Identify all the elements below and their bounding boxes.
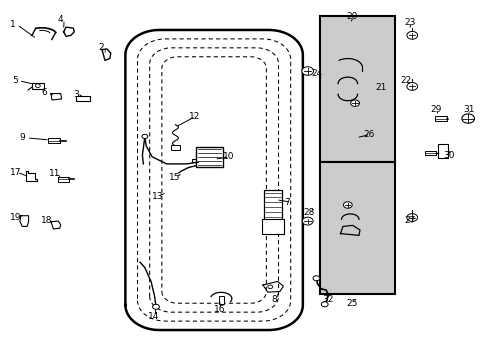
Bar [264, 190, 282, 220]
Bar [48, 138, 60, 143]
Text: 16: 16 [214, 305, 225, 314]
Text: 31: 31 [462, 105, 474, 114]
Bar [434, 116, 447, 121]
Text: 30: 30 [442, 151, 453, 160]
Text: 10: 10 [222, 152, 234, 161]
Text: 6: 6 [41, 88, 47, 97]
Circle shape [312, 276, 319, 281]
Text: 26: 26 [363, 130, 374, 139]
Text: 14: 14 [148, 312, 159, 321]
Text: 19: 19 [10, 213, 21, 222]
Circle shape [142, 134, 147, 139]
Text: 7: 7 [284, 198, 289, 207]
Circle shape [302, 217, 312, 225]
Text: 8: 8 [271, 295, 276, 304]
Text: 15: 15 [169, 173, 180, 182]
Text: 12: 12 [188, 112, 200, 121]
Text: 27: 27 [403, 216, 414, 225]
Text: 21: 21 [375, 83, 386, 92]
Text: 29: 29 [429, 105, 441, 114]
Circle shape [406, 31, 417, 39]
Text: 28: 28 [303, 208, 315, 217]
Circle shape [406, 213, 417, 221]
Text: 25: 25 [346, 299, 357, 308]
Bar [425, 151, 435, 156]
Circle shape [461, 114, 473, 123]
Circle shape [343, 202, 351, 208]
Bar [218, 296, 223, 304]
Text: 9: 9 [20, 133, 25, 142]
Text: 17: 17 [10, 168, 21, 177]
Bar [319, 16, 394, 162]
Text: 1: 1 [10, 20, 16, 29]
Circle shape [35, 84, 40, 87]
Text: 20: 20 [346, 12, 357, 21]
Text: 24: 24 [311, 69, 322, 78]
Text: 5: 5 [12, 76, 18, 85]
Circle shape [301, 67, 313, 75]
Text: 22: 22 [399, 76, 410, 85]
Text: 11: 11 [49, 169, 61, 178]
Circle shape [406, 82, 417, 90]
Bar [262, 219, 284, 234]
Text: 3: 3 [73, 90, 79, 99]
Bar [319, 162, 394, 294]
Bar [32, 83, 43, 89]
Bar [196, 147, 222, 167]
Text: 32: 32 [322, 295, 333, 304]
Bar [58, 177, 69, 181]
Circle shape [321, 302, 327, 307]
Bar [437, 144, 447, 158]
Text: 18: 18 [41, 216, 53, 225]
Text: 23: 23 [403, 18, 414, 27]
Circle shape [267, 285, 272, 289]
Bar [76, 96, 90, 102]
Circle shape [152, 304, 159, 309]
Circle shape [350, 100, 359, 107]
Text: 2: 2 [99, 43, 104, 52]
Bar [170, 145, 180, 150]
Text: 13: 13 [152, 192, 163, 201]
Text: 4: 4 [57, 15, 63, 24]
